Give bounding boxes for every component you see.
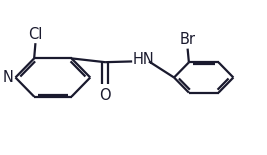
Text: Cl: Cl: [28, 27, 43, 42]
Text: HN: HN: [133, 52, 154, 67]
Text: N: N: [2, 70, 13, 85]
Text: Br: Br: [180, 32, 196, 47]
Text: O: O: [99, 88, 111, 103]
